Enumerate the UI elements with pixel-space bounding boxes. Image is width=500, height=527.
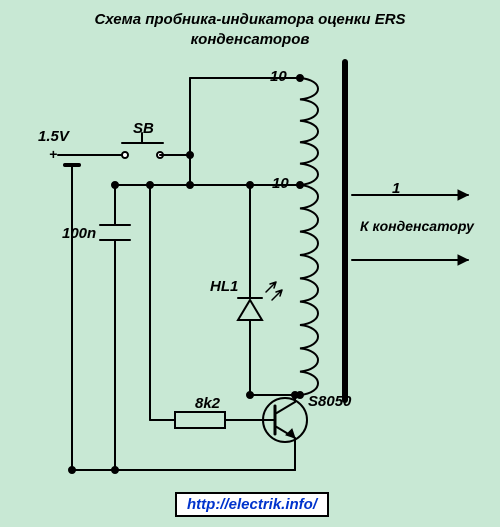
- svg-text:+: +: [49, 146, 57, 162]
- circuit-schematic: +: [0, 0, 500, 527]
- coil-mid-turns: 10: [272, 175, 289, 192]
- voltage-label: 1.5V: [38, 128, 69, 145]
- coil-top-turns: 10: [270, 68, 287, 85]
- led-label: HL1: [210, 278, 238, 295]
- source-url: http://electrik.info/: [175, 492, 329, 517]
- cap-label: 100n: [62, 225, 96, 242]
- title-line-1: Схема пробника-индикатора оценки ERS: [94, 11, 405, 28]
- title-line-2: конденсаторов: [191, 31, 310, 48]
- output-text: К конденсатору: [360, 218, 474, 234]
- resistor-label: 8k2: [195, 395, 220, 412]
- transistor-label: S8050: [308, 393, 351, 410]
- diagram-title: Схема пробника-индикатора оценки ERS кон…: [0, 10, 500, 49]
- output-turns: 1: [392, 180, 400, 197]
- switch-label: SB: [133, 120, 154, 137]
